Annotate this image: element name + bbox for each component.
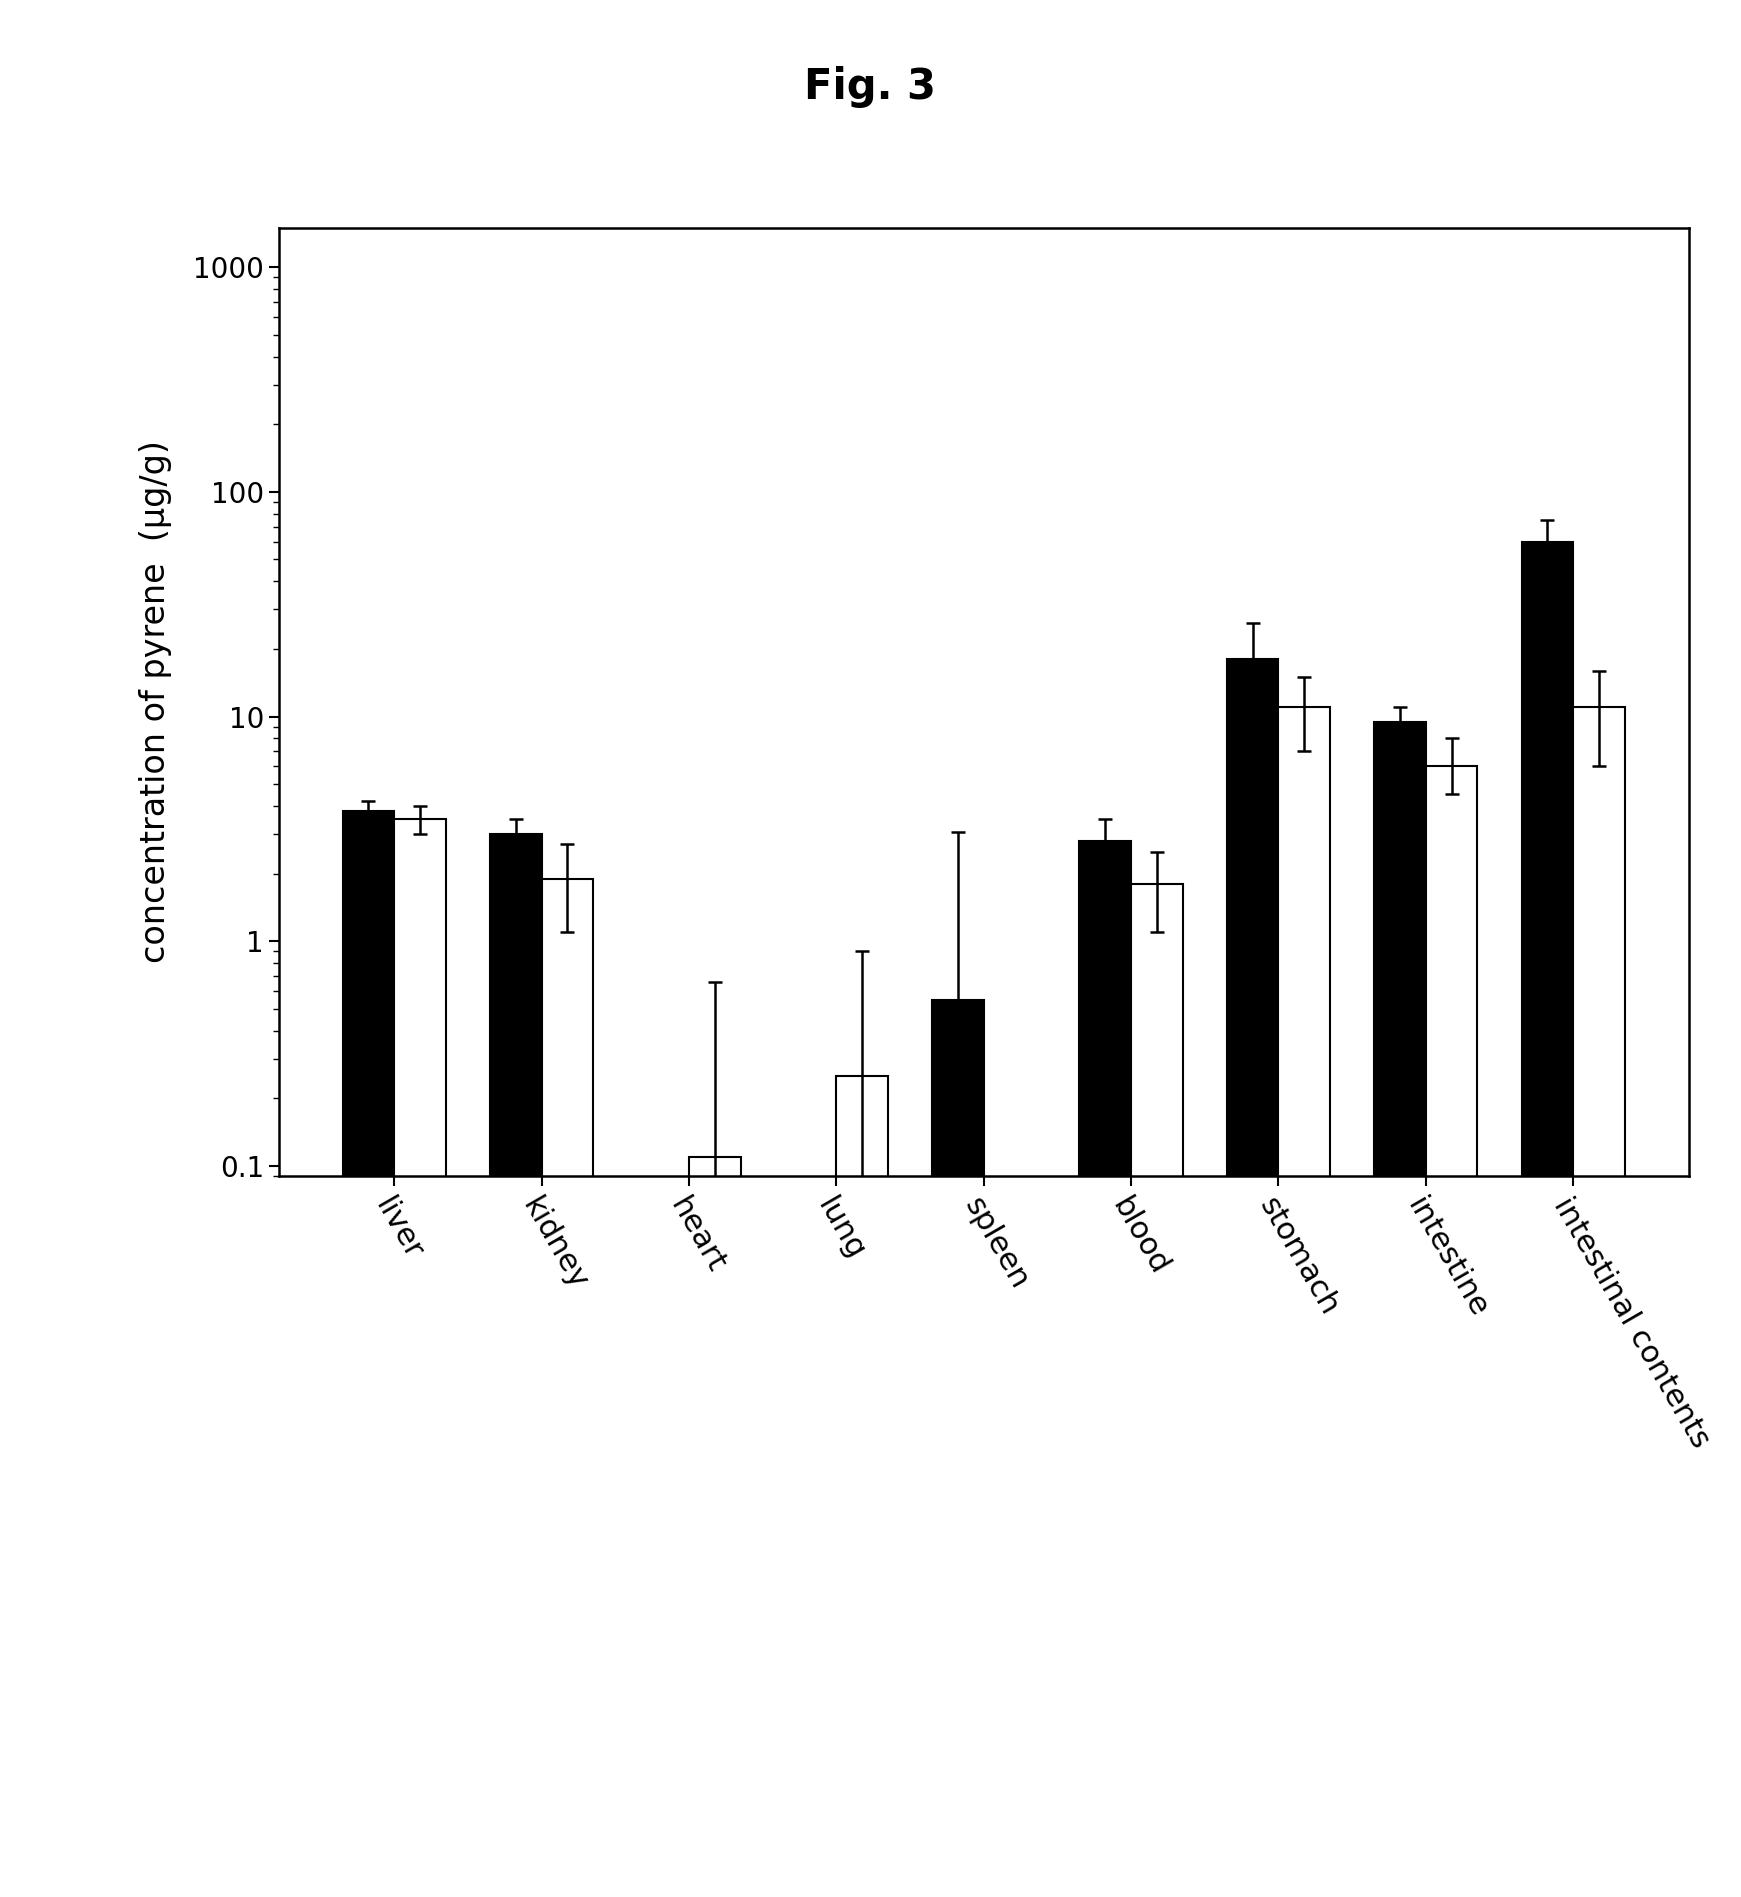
Bar (393, 820, 446, 1897)
Bar (1426, 766, 1478, 1897)
Bar (343, 810, 393, 1897)
Bar (1132, 884, 1182, 1897)
Bar (1079, 840, 1132, 1897)
Text: Fig. 3: Fig. 3 (804, 66, 937, 108)
Y-axis label: concentration of pyrene  (μg/g): concentration of pyrene (μg/g) (139, 440, 172, 964)
Bar (541, 878, 594, 1897)
Bar (1522, 543, 1574, 1897)
Bar (1374, 721, 1426, 1897)
Bar (1278, 708, 1330, 1897)
Bar (931, 1000, 984, 1897)
Bar (689, 1157, 740, 1897)
Bar (1227, 658, 1278, 1897)
Bar (489, 835, 541, 1897)
Bar (1574, 708, 1624, 1897)
Bar (836, 1076, 888, 1897)
